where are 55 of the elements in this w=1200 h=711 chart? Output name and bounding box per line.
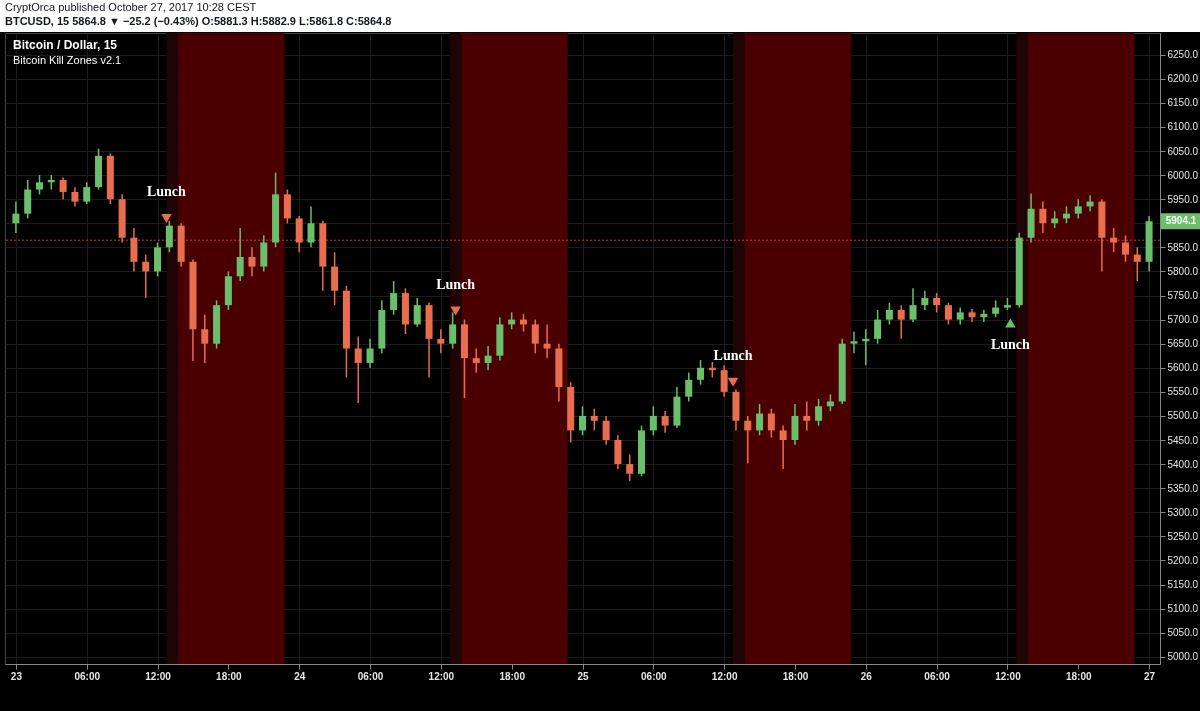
- y-tick-label: 5200.0: [1167, 554, 1199, 566]
- chart-title: Bitcoin / Dollar, 15: [13, 38, 118, 52]
- annotation: 5904.1: [1165, 215, 1197, 227]
- y-tick-label: 5350.0: [1167, 482, 1199, 494]
- y-tick-label: 5450.0: [1167, 434, 1199, 446]
- y-tick-label: 5300.0: [1167, 506, 1199, 518]
- x-tick-label: 23: [10, 670, 23, 682]
- y-tick-label: 5750.0: [1167, 290, 1199, 302]
- annotation: Lunch: [990, 336, 1031, 352]
- y-tick-label: 5050.0: [1167, 627, 1199, 639]
- y-tick-label: 5000.0: [1167, 651, 1199, 663]
- x-tick-label: 12:00: [995, 670, 1022, 682]
- x-tick-label: 12:00: [428, 670, 455, 682]
- candlestick: [1074, 198, 1082, 220]
- x-tick-label: 18:00: [499, 670, 526, 682]
- annotation: Lunch: [436, 276, 476, 292]
- y-tick-label: 5150.0: [1167, 579, 1199, 591]
- x-tick-label: 12:00: [711, 670, 738, 682]
- y-tick-label: 5550.0: [1167, 386, 1199, 398]
- y-tick-label: 5850.0: [1167, 241, 1199, 253]
- y-tick-label: 5650.0: [1167, 338, 1199, 350]
- x-tick-label: 24: [294, 670, 306, 682]
- text: CryptOrca published October 27, 2017 10:28 CEST: [5, 1, 257, 13]
- x-tick-label: 18:00: [216, 670, 243, 682]
- x-tick-label: 12:00: [145, 670, 172, 682]
- y-tick-label: 5800.0: [1167, 265, 1199, 277]
- y-tick-label: 5600.0: [1167, 362, 1199, 374]
- x-tick-label: 25: [577, 670, 589, 682]
- x-tick-label: 26: [860, 670, 873, 682]
- x-tick-label: 18:00: [782, 670, 809, 682]
- x-tick-label: 18:00: [1065, 670, 1092, 682]
- y-tick-label: 6000.0: [1167, 169, 1199, 181]
- x-tick-label: 06:00: [357, 670, 384, 682]
- y-tick-label: 6050.0: [1167, 145, 1199, 157]
- x-tick-label: 06:00: [924, 670, 951, 682]
- y-tick-label: 5950.0: [1167, 193, 1199, 205]
- y-tick-label: 6200.0: [1167, 73, 1199, 85]
- y-tick-label: 6250.0: [1167, 49, 1199, 61]
- annotation: Lunch: [146, 184, 187, 200]
- candlestick: [626, 453, 634, 482]
- y-tick-label: 6150.0: [1167, 97, 1199, 109]
- y-tick-label: 5100.0: [1167, 603, 1199, 615]
- text: Bitcoin Kill Zones v2.1: [13, 54, 122, 66]
- y-tick-label: 5250.0: [1167, 530, 1199, 542]
- annotation: Lunch: [713, 348, 753, 364]
- y-tick-label: 5500.0: [1167, 410, 1199, 422]
- y-tick-label: 5400.0: [1167, 458, 1199, 470]
- candlestick: [36, 174, 44, 196]
- x-tick-label: 06:00: [74, 670, 101, 682]
- x-tick-label: 27: [1144, 670, 1156, 682]
- x-tick-label: 06:00: [641, 670, 668, 682]
- text: BTCUSD, 15 5864.8 ▼ −25.2 (−0.43%) O:5881.3 H:5882.9 L:5861.8 C:5864.8: [5, 15, 392, 27]
- y-tick-label: 6100.0: [1167, 121, 1199, 133]
- candlestick: [885, 301, 893, 326]
- y-tick-label: 5700.0: [1167, 314, 1199, 326]
